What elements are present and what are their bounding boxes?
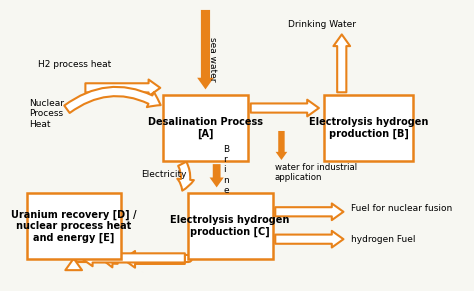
FancyBboxPatch shape [188,193,273,259]
Text: B
r
i
n
e: B r i n e [223,145,229,195]
Text: Uranium recovery [D] /
nuclear process heat
and energy [E]: Uranium recovery [D] / nuclear process h… [11,209,137,243]
FancyArrowPatch shape [70,247,86,258]
Text: hydrogen Fuel: hydrogen Fuel [351,235,415,244]
Text: Desalination Process
[A]: Desalination Process [A] [148,117,263,139]
Text: Nuclear
Process
Heat: Nuclear Process Heat [29,99,64,129]
FancyArrowPatch shape [85,79,160,96]
Text: Electricity: Electricity [141,170,186,179]
FancyArrowPatch shape [177,162,194,191]
FancyArrowPatch shape [197,10,214,89]
FancyArrowPatch shape [70,246,86,258]
FancyArrowPatch shape [210,164,224,187]
Text: Electrolysis hydrogen
production [B]: Electrolysis hydrogen production [B] [309,117,428,139]
FancyArrowPatch shape [123,251,185,268]
FancyArrowPatch shape [275,203,344,220]
FancyBboxPatch shape [324,95,413,161]
Text: water for industrial
application: water for industrial application [275,163,357,182]
Text: H2 process heat: H2 process heat [38,60,111,69]
Text: Fuel for nuclear fusion: Fuel for nuclear fusion [351,204,452,213]
FancyArrowPatch shape [275,231,344,248]
Text: Drinking Water: Drinking Water [288,20,356,29]
Text: Electrolysis hydrogen
production [C]: Electrolysis hydrogen production [C] [170,215,290,237]
FancyArrowPatch shape [251,100,319,116]
FancyArrowPatch shape [65,258,82,270]
FancyArrowPatch shape [101,251,118,267]
FancyArrowPatch shape [64,87,161,113]
FancyArrowPatch shape [81,250,185,266]
FancyArrowPatch shape [333,34,350,92]
Text: sea water: sea water [208,38,217,82]
FancyBboxPatch shape [163,95,248,161]
FancyArrowPatch shape [275,131,287,160]
FancyBboxPatch shape [27,193,120,259]
